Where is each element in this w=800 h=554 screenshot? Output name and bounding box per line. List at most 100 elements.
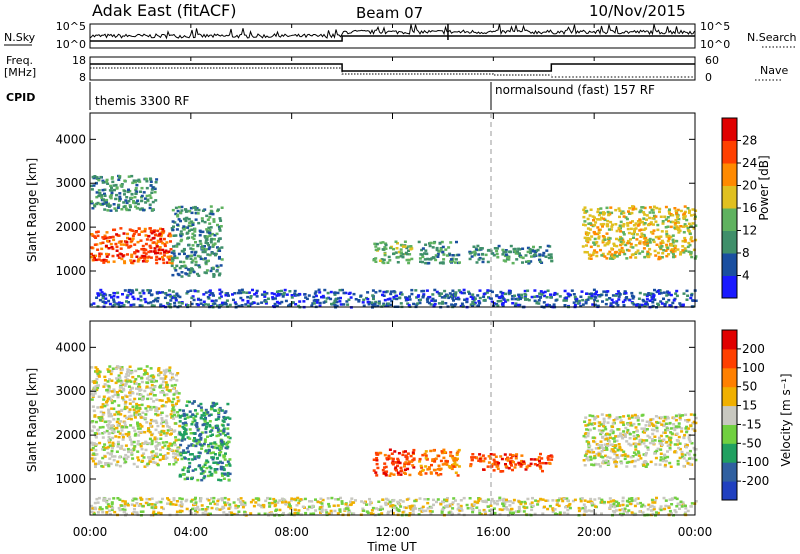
heatmap-cell [382, 471, 386, 475]
heatmap-cell [586, 240, 590, 244]
heatmap-cell [537, 302, 541, 305]
heatmap-cell [645, 451, 648, 455]
heatmap-cell [137, 409, 141, 413]
heatmap-cell [174, 436, 178, 439]
heatmap-cell [635, 415, 639, 418]
heatmap-cell [517, 507, 521, 511]
heatmap-cell [427, 467, 431, 471]
heatmap-cell [288, 290, 292, 293]
heatmap-cell [673, 207, 677, 210]
heatmap-cell [441, 463, 445, 466]
heatmap-cell [619, 230, 623, 233]
heatmap-cell [154, 513, 158, 516]
heatmap-cell [437, 454, 441, 458]
heatmap-cell [481, 253, 484, 256]
heatmap-cell [212, 294, 215, 297]
heatmap-cell [214, 461, 218, 464]
heatmap-cell [392, 247, 395, 251]
heatmap-cell [595, 299, 599, 303]
heatmap-cell [219, 219, 223, 222]
heatmap-cell [129, 388, 133, 392]
heatmap-cell [563, 289, 567, 293]
heatmap-cell [471, 305, 474, 308]
heatmap-cell [423, 258, 427, 261]
heatmap-cell [605, 223, 609, 226]
heatmap-cell [492, 254, 496, 257]
heatmap-cell [220, 507, 224, 511]
heatmap-cell [400, 469, 404, 472]
heatmap-cell [636, 434, 640, 437]
heatmap-cell [94, 258, 98, 262]
heatmap-cell [543, 290, 547, 294]
heatmap-cell [588, 238, 592, 241]
heatmap-cell [148, 405, 152, 409]
heatmap-cell [218, 237, 222, 240]
heatmap-cell [594, 512, 598, 516]
heatmap-cell [112, 238, 116, 242]
heatmap-cell [613, 440, 617, 443]
colorbar-tick-label: 20 [742, 179, 757, 193]
heatmap-cell [621, 508, 625, 511]
heatmap-cell [158, 448, 162, 452]
heatmap-cell [627, 210, 630, 213]
heatmap-cell [422, 289, 426, 293]
heatmap-cell [195, 507, 198, 510]
heatmap-cell [421, 255, 425, 259]
heatmap-cell [449, 451, 453, 454]
heatmap-cell [648, 216, 652, 220]
heatmap-cell [192, 444, 196, 447]
heatmap-cell [679, 209, 683, 213]
heatmap-cell [140, 248, 144, 251]
heatmap-cell [137, 367, 141, 371]
heatmap-cell [544, 255, 548, 258]
heatmap-cell [90, 255, 94, 259]
heatmap-cell [198, 265, 202, 269]
heatmap-cell [203, 220, 207, 224]
heatmap-cell [332, 301, 336, 305]
heatmap-cell [644, 465, 648, 468]
heatmap-cell [387, 255, 391, 259]
noise-left-tick-bottom: 10^0 [56, 38, 86, 51]
heatmap-cell [171, 405, 175, 409]
heatmap-cell [374, 451, 378, 455]
heatmap-cell [118, 175, 122, 178]
heatmap-cell [147, 255, 151, 259]
heatmap-cell [584, 301, 588, 305]
heatmap-cell [108, 378, 111, 381]
heatmap-cell [577, 506, 581, 510]
heatmap-cell [432, 449, 436, 452]
heatmap-cell [643, 504, 647, 508]
heatmap-cell [307, 294, 311, 297]
heatmap-cell [103, 431, 107, 434]
heatmap-cell [148, 206, 152, 210]
heatmap-cell [690, 442, 694, 445]
heatmap-cell [162, 432, 166, 435]
heatmap-cell [129, 380, 133, 383]
heatmap-cell [146, 393, 150, 397]
heatmap-cell [112, 203, 116, 206]
heatmap-cell [109, 184, 113, 188]
heatmap-cell [146, 397, 150, 401]
heatmap-cell [298, 300, 302, 303]
heatmap-cell [616, 428, 620, 431]
frequency-panel: Freq. [MHz] 18 8 60 0 Nave [4, 54, 788, 84]
heatmap-cell [655, 426, 659, 430]
heatmap-cell [422, 509, 425, 513]
heatmap-cell [521, 256, 525, 260]
heatmap-cell [484, 253, 488, 257]
heatmap-cell [688, 440, 692, 443]
heatmap-cell [683, 215, 687, 218]
heatmap-cell [212, 496, 216, 500]
heatmap-cell [253, 293, 257, 296]
heatmap-cell [169, 378, 173, 382]
heatmap-cell [172, 497, 176, 500]
heatmap-cell [392, 506, 396, 509]
heatmap-cell [106, 204, 110, 207]
heatmap-cell [645, 294, 649, 298]
heatmap-cell [371, 506, 375, 510]
heatmap-cell [659, 242, 663, 245]
heatmap-cell [196, 429, 200, 432]
heatmap-cell [140, 196, 143, 199]
heatmap-cell [318, 291, 322, 294]
heatmap-cell [411, 451, 415, 454]
